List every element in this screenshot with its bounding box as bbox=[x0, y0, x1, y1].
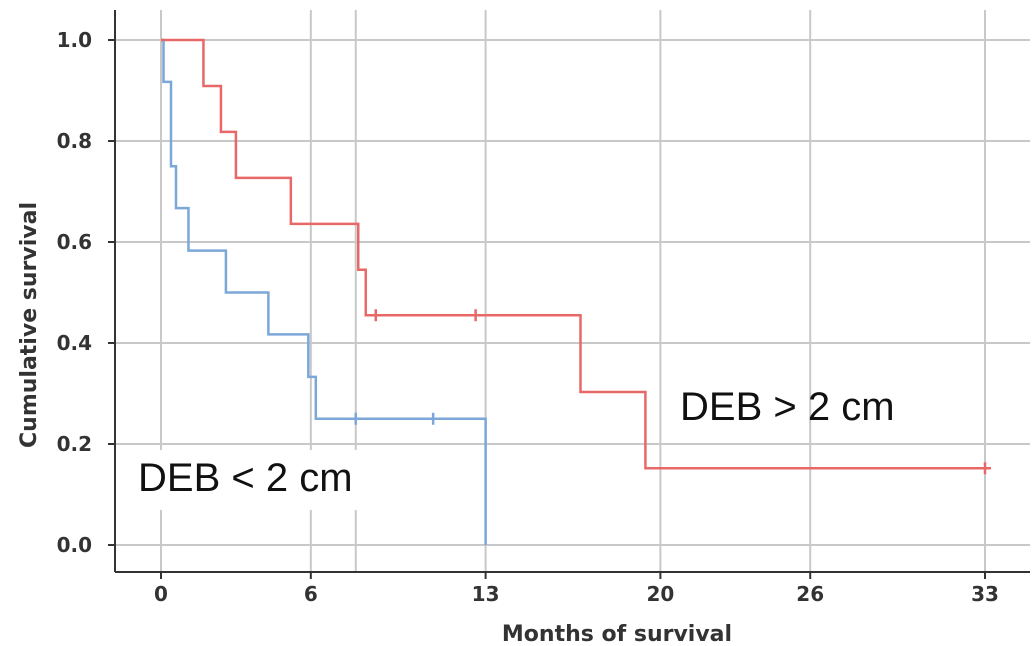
y-tick-label: 0.0 bbox=[57, 533, 92, 557]
annotation-deb-small: DEB < 2 cm bbox=[138, 456, 353, 500]
y-tick-label: 0.6 bbox=[57, 230, 92, 254]
series-line-1 bbox=[161, 38, 487, 545]
tick-labels: 0.0 0.2 0.4 0.6 0.8 1.0 0 6 13 20 26 33 bbox=[57, 28, 999, 606]
y-tick-label: 0.8 bbox=[57, 129, 92, 153]
censor-marks bbox=[349, 309, 991, 475]
annotation-deb-large: DEB > 2 cm bbox=[680, 385, 895, 429]
annotation-backdrop bbox=[120, 450, 425, 510]
x-axis-title: Months of survival bbox=[502, 622, 732, 646]
x-tick-label: 6 bbox=[304, 582, 318, 606]
x-tick-label: 33 bbox=[971, 582, 999, 606]
x-tick-label: 26 bbox=[796, 582, 824, 606]
x-tick-label: 13 bbox=[472, 582, 500, 606]
y-axis-title: Cumulative survival bbox=[17, 202, 42, 448]
y-tick-label: 1.0 bbox=[57, 28, 92, 52]
series-lines bbox=[161, 38, 985, 545]
x-tick-label: 20 bbox=[646, 582, 674, 606]
y-tick-label: 0.2 bbox=[57, 432, 92, 456]
y-tick-label: 0.4 bbox=[57, 331, 92, 355]
x-tick-label: 0 bbox=[154, 582, 168, 606]
series-line-2 bbox=[161, 38, 985, 470]
axes bbox=[108, 10, 1030, 579]
